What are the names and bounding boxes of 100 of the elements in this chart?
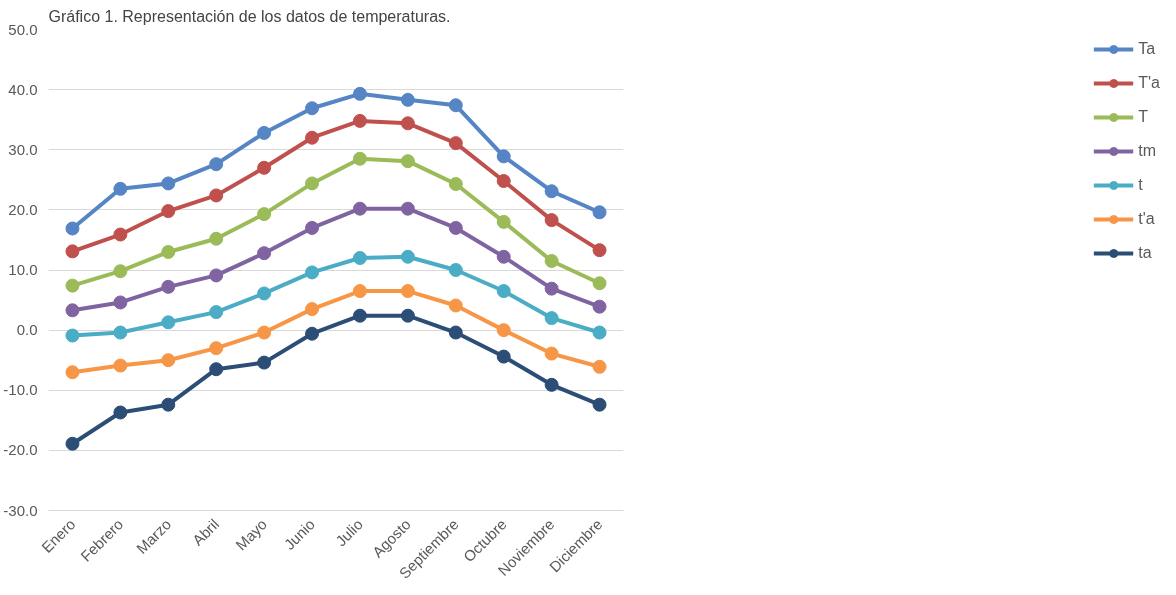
legend-label: t: [1138, 176, 1144, 194]
legend-label: tm: [1138, 142, 1158, 160]
point: [448, 177, 463, 192]
point: [113, 405, 128, 420]
point: [65, 436, 80, 451]
point: [305, 326, 320, 341]
point: [161, 315, 176, 330]
point: [209, 188, 224, 203]
point: [65, 365, 80, 380]
point: [161, 176, 176, 191]
y-tick-label: 50.0: [8, 20, 38, 38]
y-tick-label: -30.0: [3, 501, 38, 519]
point: [113, 181, 128, 196]
point: [209, 341, 224, 356]
point: [592, 276, 607, 291]
y-tick-label: 20.0: [8, 200, 38, 218]
point: [448, 98, 463, 113]
point: [400, 308, 415, 323]
point: [592, 359, 607, 374]
point: [544, 346, 559, 361]
point: [352, 308, 367, 323]
point: [257, 207, 272, 222]
point: [400, 201, 415, 216]
y-tick-label: -10.0: [3, 381, 38, 399]
legend-label: T: [1138, 108, 1150, 126]
point: [400, 116, 415, 131]
y-tick-label: 40.0: [8, 80, 38, 98]
point: [161, 353, 176, 368]
point: [448, 220, 463, 235]
point: [209, 362, 224, 377]
y-tick-label: 10.0: [8, 261, 38, 278]
point: [496, 149, 511, 164]
y-tick-label: 30.0: [8, 140, 38, 158]
point: [209, 231, 224, 246]
point: [544, 311, 559, 326]
legend-label: t'a: [1138, 210, 1156, 228]
point: [305, 302, 320, 317]
point: [209, 268, 224, 283]
legend-label: T'a: [1138, 74, 1160, 92]
point: [400, 92, 415, 107]
point: [352, 201, 367, 216]
point: [496, 214, 511, 229]
chart-title: Gráfico 1. Representación de los datos de temperaturas.: [48, 7, 451, 25]
point: [113, 325, 128, 340]
y-tick-label: 0.0: [16, 321, 38, 339]
legend-label: Ta: [1138, 40, 1157, 58]
point: [65, 278, 80, 293]
point: [161, 204, 176, 219]
point: [113, 264, 128, 279]
point: [65, 328, 80, 343]
legend-label: ta: [1138, 244, 1153, 262]
point: [592, 325, 607, 340]
point: [448, 298, 463, 313]
point: [592, 299, 607, 314]
x-tick-label: Julio: [332, 515, 366, 550]
y-tick-label: -20.0: [3, 441, 38, 459]
point: [352, 284, 367, 299]
point: [113, 295, 128, 310]
point: [400, 249, 415, 264]
point: [496, 174, 511, 188]
point: [352, 113, 367, 128]
point: [209, 157, 224, 172]
point: [65, 303, 80, 318]
point: [113, 227, 128, 242]
point: [305, 130, 320, 145]
point: [592, 397, 607, 412]
point: [161, 279, 176, 294]
point: [161, 397, 176, 412]
point: [65, 221, 80, 236]
point: [544, 184, 559, 199]
point: [257, 325, 272, 340]
point: [209, 305, 224, 320]
point: [257, 125, 272, 140]
point: [257, 246, 272, 261]
point: [65, 244, 80, 259]
point: [448, 136, 463, 151]
point: [305, 101, 320, 116]
point: [496, 284, 511, 299]
point: [544, 281, 559, 296]
point: [496, 349, 511, 364]
point: [257, 160, 272, 175]
point: [544, 377, 559, 392]
point: [257, 286, 272, 301]
point: [592, 243, 607, 258]
point: [305, 265, 320, 280]
point: [400, 154, 415, 169]
point: [305, 176, 320, 191]
point: [305, 220, 320, 235]
point: [496, 249, 511, 264]
point: [592, 205, 607, 220]
point: [544, 253, 559, 268]
point: [352, 250, 367, 265]
point: [400, 284, 415, 299]
point: [352, 151, 367, 166]
point: [448, 263, 463, 277]
point: [257, 355, 272, 370]
point: [352, 86, 367, 101]
point: [161, 244, 176, 259]
point: [113, 358, 128, 373]
point: [448, 325, 463, 340]
